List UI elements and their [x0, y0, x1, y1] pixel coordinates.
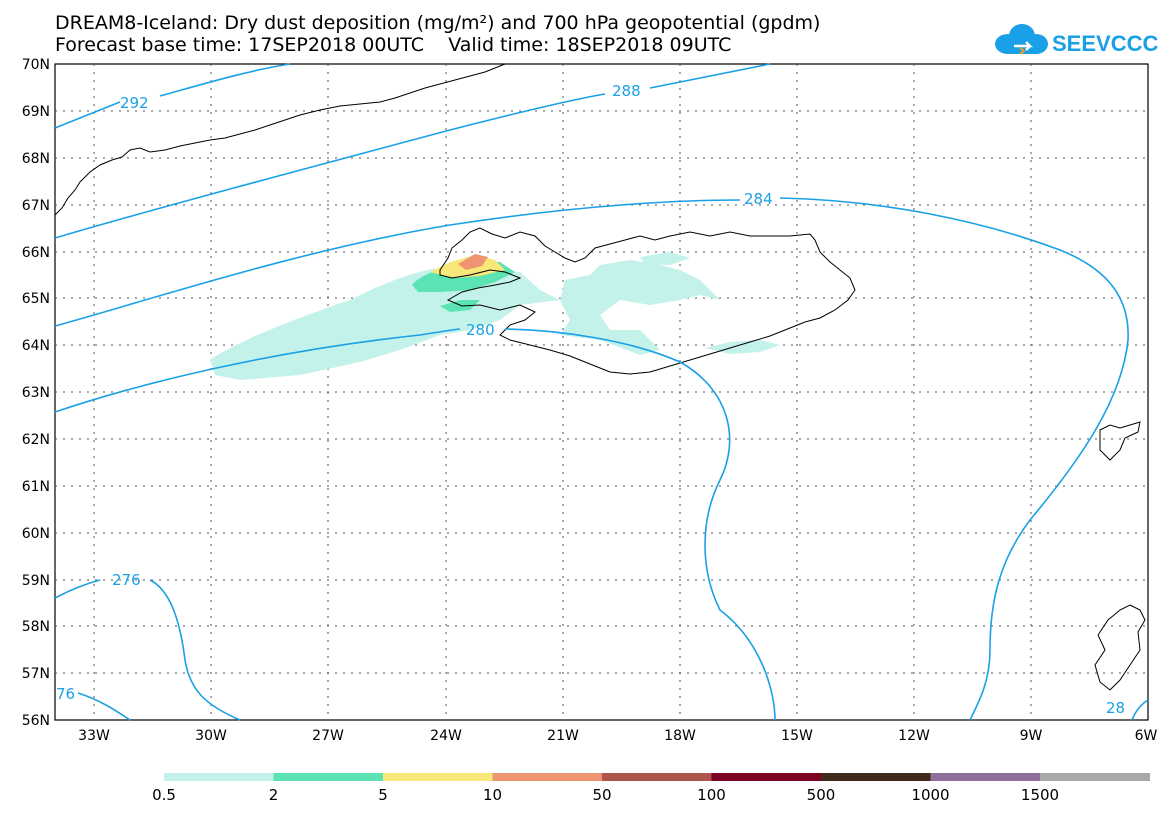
colorbar-swatch	[1040, 773, 1150, 781]
lon-label: 33W	[78, 728, 110, 744]
colorbar-swatch	[602, 773, 712, 781]
contour-292	[54, 63, 291, 129]
colorbar-label: 1500	[1021, 786, 1059, 804]
contour-28x	[1131, 699, 1149, 721]
contour-280	[54, 328, 776, 721]
lon-label: 21W	[547, 728, 579, 744]
colorbar-label: 0.5	[152, 786, 176, 804]
lat-label: 67N	[22, 198, 50, 214]
coastlines	[54, 63, 1146, 691]
colorbar-swatch	[930, 773, 1041, 781]
colorbar-label: 1000	[911, 786, 949, 804]
colorbar-label: 5	[378, 786, 388, 804]
lat-label: 60N	[22, 526, 50, 542]
scotland-coast	[1094, 604, 1146, 691]
contour-284	[54, 197, 1129, 721]
dust-patch-south	[440, 300, 480, 312]
lon-label: 15W	[781, 728, 813, 744]
iceland-coast	[439, 227, 856, 375]
colorbar-swatch	[383, 773, 493, 781]
lat-label: 69N	[22, 104, 50, 120]
lat-label: 57N	[22, 666, 50, 682]
dust-patch-ne	[640, 252, 690, 265]
colorbar: 0.5 2 5 10 50 100 500 1000 1500	[152, 773, 1150, 804]
lat-label: 59N	[22, 573, 50, 589]
lat-label: 64N	[22, 338, 50, 354]
colorbar-swatch	[273, 773, 384, 781]
colorbar-label: 500	[807, 786, 836, 804]
lon-label: 9W	[1020, 728, 1043, 744]
colorbar-label: 10	[483, 786, 502, 804]
contour-276b	[77, 692, 131, 721]
seevccc-logo: SEEVCCC	[995, 24, 1158, 56]
contour-label-28: 28	[1106, 699, 1125, 717]
dust-core-orange	[458, 254, 488, 270]
lon-label: 18W	[664, 728, 696, 744]
contour-label-288: 288	[612, 82, 641, 100]
contour-288	[54, 63, 771, 239]
lat-label: 66N	[22, 245, 50, 261]
lat-label: 56N	[22, 713, 50, 729]
lon-label: 24W	[430, 728, 462, 744]
lat-label: 63N	[22, 385, 50, 401]
longitude-labels: 33W 30W 27W 24W 21W 18W 15W 12W 9W 6W	[78, 728, 1157, 744]
dust-plume-light	[210, 260, 720, 380]
logo-text: SEEVCCC	[1052, 31, 1158, 56]
lat-label: 70N	[22, 57, 50, 73]
geopotential-contours	[54, 63, 1149, 721]
colorbar-label: 50	[592, 786, 611, 804]
dust-patch-east	[705, 340, 780, 354]
lat-label: 62N	[22, 432, 50, 448]
map-subtitle: Forecast base time: 17SEP2018 00UTC Vali…	[55, 34, 732, 56]
colorbar-label: 2	[269, 786, 279, 804]
contour-label-76: 76	[56, 685, 75, 703]
lon-label: 27W	[312, 728, 344, 744]
contour-276a	[54, 579, 241, 721]
contour-label-276: 276	[112, 571, 141, 589]
lon-label: 30W	[195, 728, 227, 744]
colorbar-label: 100	[697, 786, 726, 804]
cloud-icon	[995, 24, 1048, 55]
dust-deposition-field	[210, 252, 780, 380]
contour-label-280: 280	[466, 321, 495, 339]
lat-label: 68N	[22, 151, 50, 167]
lat-label: 61N	[22, 479, 50, 495]
map-grid	[55, 64, 1148, 720]
lat-label: 65N	[22, 291, 50, 307]
colorbar-swatch	[164, 773, 274, 781]
lon-label: 12W	[898, 728, 930, 744]
contour-label-292: 292	[120, 94, 149, 112]
greenland-coast	[54, 63, 506, 216]
faroe-coast	[1099, 421, 1141, 461]
contour-label-284: 284	[744, 190, 773, 208]
lon-label: 6W	[1135, 728, 1158, 744]
map-title: DREAM8-Iceland: Dry dust deposition (mg/…	[55, 12, 821, 34]
colorbar-swatch	[492, 773, 603, 781]
colorbar-swatch	[711, 773, 822, 781]
latitude-labels: 70N 69N 68N 67N 66N 65N 64N 63N 62N 61N …	[22, 57, 50, 729]
colorbar-swatch	[821, 773, 931, 781]
lat-label: 58N	[22, 619, 50, 635]
